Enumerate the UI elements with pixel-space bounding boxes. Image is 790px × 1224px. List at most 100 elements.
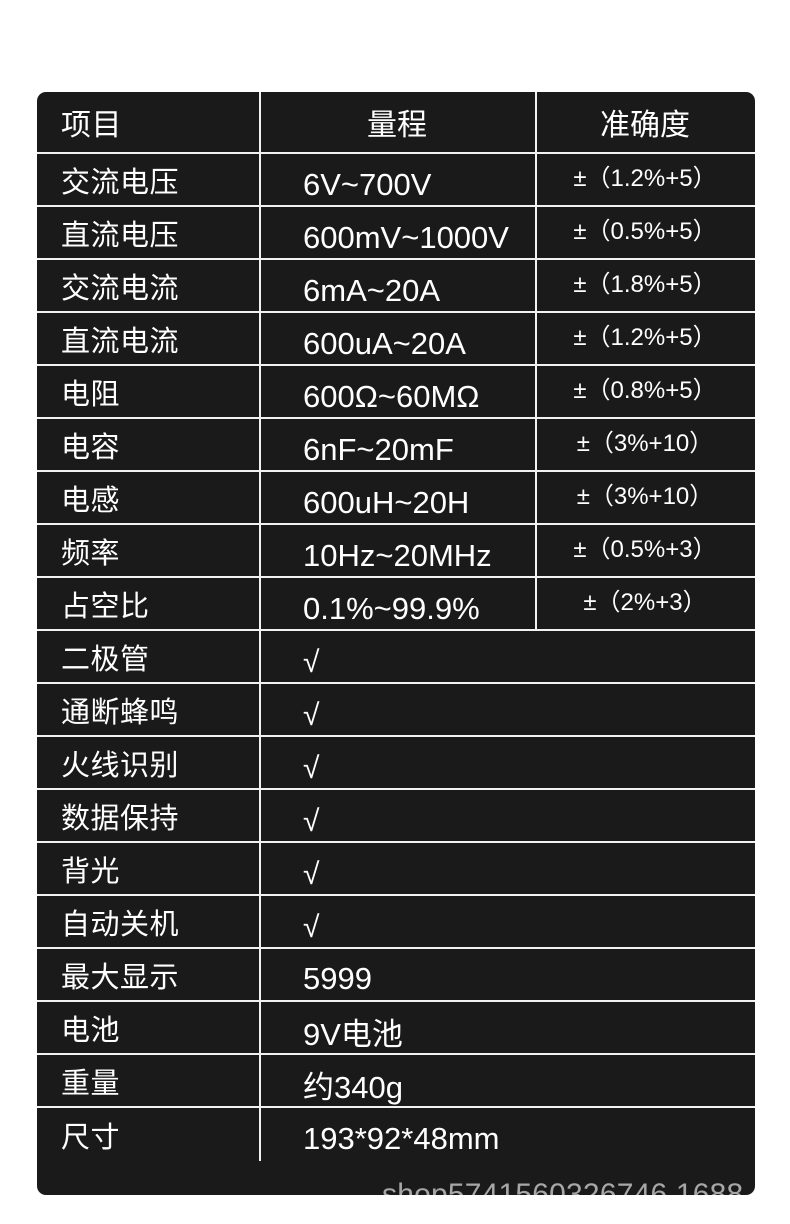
row-item-label: 直流电流: [61, 325, 180, 358]
specification-table: 项目 量程 准确度 交流电压 6V~700V ±（1.2%+5） 直流电压 60…: [37, 92, 755, 1195]
row-item-label: 交流电流: [61, 272, 180, 305]
row-item-label: 重量: [61, 1067, 121, 1100]
column-divider-2: [535, 313, 537, 364]
column-divider-2: [535, 154, 537, 205]
header-cell-item: 项目: [61, 109, 122, 142]
row-value: 5999: [303, 960, 372, 996]
column-divider-2: [535, 525, 537, 576]
column-divider-1: [259, 631, 261, 682]
row-item-label: 通断蜂鸣: [61, 696, 180, 729]
row-item-label: 电容: [61, 431, 121, 464]
row-range-value: 6mA~20A: [303, 272, 441, 308]
row-value: 9V电池: [303, 1017, 403, 1052]
row-range-value: 10Hz~20MHz: [303, 537, 492, 573]
column-divider-1: [259, 260, 261, 311]
column-divider-1: [259, 843, 261, 894]
row-range-value: 6nF~20mF: [303, 431, 454, 467]
table-row: 电容 6nF~20mF ±（3%+10）: [37, 419, 755, 472]
row-accuracy-value: ±（1.2%+5）: [573, 165, 717, 192]
column-divider-1: [259, 419, 261, 470]
column-divider-1: [259, 207, 261, 258]
table-row: 火线识别 √: [37, 737, 755, 790]
column-divider-1: [259, 1055, 261, 1106]
table-row: 自动关机 √: [37, 896, 755, 949]
table-row: 电感 600uH~20H ±（3%+10）: [37, 472, 755, 525]
row-range-value: 600uH~20H: [303, 484, 470, 520]
table-row: 尺寸 193*92*48mm: [37, 1108, 755, 1161]
row-accuracy-value: ±（3%+10）: [576, 483, 714, 510]
column-divider-2: [535, 92, 537, 152]
table-row: 电池 9V电池: [37, 1002, 755, 1055]
row-value: 约340g: [303, 1070, 403, 1105]
row-item-label: 二极管: [61, 643, 150, 676]
table-row: 电阻 600Ω~60MΩ ±（0.8%+5）: [37, 366, 755, 419]
table-row: 频率 10Hz~20MHz ±（0.5%+3）: [37, 525, 755, 578]
row-accuracy-value: ±（2%+3）: [583, 589, 707, 616]
table-row: 交流电压 6V~700V ±（1.2%+5）: [37, 154, 755, 207]
column-divider-2: [535, 207, 537, 258]
row-item-label: 电阻: [61, 378, 121, 411]
column-divider-1: [259, 578, 261, 629]
header-cell-range: 量程: [367, 109, 427, 142]
row-item-label: 电感: [61, 484, 121, 517]
column-divider-1: [259, 313, 261, 364]
column-divider-1: [259, 896, 261, 947]
table-row: 重量 约340g: [37, 1055, 755, 1108]
row-accuracy-value: ±（0.5%+5）: [573, 218, 717, 245]
row-item-label: 最大显示: [61, 961, 180, 994]
column-divider-1: [259, 737, 261, 788]
table-row: 数据保持 √: [37, 790, 755, 843]
row-accuracy-value: ±（1.8%+5）: [573, 271, 717, 298]
column-divider-2: [535, 260, 537, 311]
checkmark-icon: √: [303, 645, 320, 679]
row-range-value: 600Ω~60MΩ: [303, 378, 480, 414]
table-row: 二极管 √: [37, 631, 755, 684]
column-divider-1: [259, 472, 261, 523]
row-accuracy-value: ±（3%+10）: [576, 430, 714, 457]
table-row: 直流电流 600uA~20A ±（1.2%+5）: [37, 313, 755, 366]
table-row: 占空比 0.1%~99.9% ±（2%+3）: [37, 578, 755, 631]
column-divider-1: [259, 949, 261, 1000]
table-row: 背光 √: [37, 843, 755, 896]
checkmark-icon: √: [303, 857, 320, 891]
column-divider-1: [259, 684, 261, 735]
column-divider-1: [259, 1002, 261, 1053]
row-accuracy-value: ±（0.8%+5）: [573, 377, 717, 404]
column-divider-2: [535, 419, 537, 470]
table-row: 通断蜂鸣 √: [37, 684, 755, 737]
row-range-value: 6V~700V: [303, 166, 432, 202]
row-value: 193*92*48mm: [303, 1120, 500, 1156]
checkmark-icon: √: [303, 910, 320, 944]
column-divider-1: [259, 366, 261, 417]
column-divider-2: [535, 472, 537, 523]
table-row: 交流电流 6mA~20A ±（1.8%+5）: [37, 260, 755, 313]
column-divider-2: [535, 366, 537, 417]
row-item-label: 直流电压: [61, 219, 180, 252]
row-item-label: 交流电压: [61, 166, 180, 199]
table-header-row: 项目 量程 准确度: [37, 92, 755, 154]
row-range-value: 0.1%~99.9%: [303, 590, 480, 626]
row-item-label: 频率: [61, 537, 121, 570]
column-divider-1: [259, 92, 261, 152]
checkmark-icon: √: [303, 804, 320, 838]
column-divider-1: [259, 1108, 261, 1161]
row-item-label: 尺寸: [61, 1121, 121, 1154]
column-divider-1: [259, 154, 261, 205]
row-item-label: 背光: [61, 855, 121, 888]
checkmark-icon: √: [303, 698, 320, 732]
row-accuracy-value: ±（1.2%+5）: [573, 324, 717, 351]
checkmark-icon: √: [303, 751, 320, 785]
row-item-label: 火线识别: [61, 749, 180, 782]
table-row: 直流电压 600mV~1000V ±（0.5%+5）: [37, 207, 755, 260]
row-item-label: 自动关机: [61, 908, 180, 941]
row-item-label: 电池: [61, 1014, 121, 1047]
row-item-label: 数据保持: [61, 802, 180, 835]
row-item-label: 占空比: [61, 590, 150, 623]
column-divider-1: [259, 525, 261, 576]
column-divider-1: [259, 790, 261, 841]
row-range-value: 600uA~20A: [303, 325, 466, 361]
table-row: 最大显示 5999: [37, 949, 755, 1002]
header-cell-accuracy: 准确度: [600, 109, 690, 142]
column-divider-2: [535, 578, 537, 629]
row-range-value: 600mV~1000V: [303, 219, 509, 255]
